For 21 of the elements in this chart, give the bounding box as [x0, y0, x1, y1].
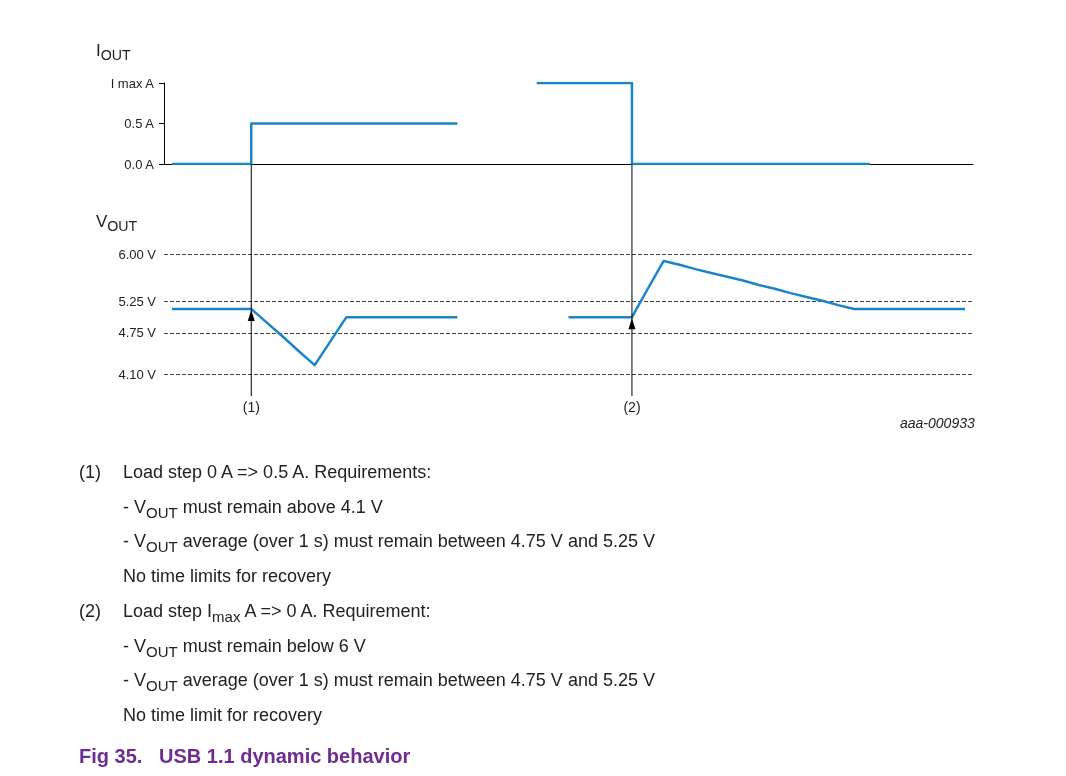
text: (1): [242, 399, 260, 415]
text: - V$_{OUT}$ must remain above 4.1 V: [123, 496, 383, 521]
y-axis-title: V$_{OUT}$: [96, 212, 138, 235]
text: aaa-000933: [900, 415, 975, 431]
text: - V$_{OUT}$ average (over 1 s) must remain between 4.75 V and 5.25 V: [123, 531, 655, 555]
y-axis-title: I$_{OUT}$: [96, 41, 131, 64]
y-tick-label: 5.25 V: [118, 293, 157, 309]
y-tick-label: I max A: [110, 75, 155, 91]
y-tick-label: 0.0 A: [124, 156, 155, 172]
y-tick-label: 0.5 A: [124, 116, 155, 131]
text: (2) Load step I$_{max}$ A => 0 A. Requirement:: [79, 600, 431, 625]
text: No time limits for recovery: [123, 566, 332, 588]
y-tick-label: 4.10 V: [118, 366, 157, 382]
text: - V$_{OUT}$ average (over 1 s) must remain between 4.75 V and 5.25 V: [123, 670, 655, 694]
text: - V$_{OUT}$ must remain below 6 V: [123, 635, 366, 660]
text: (2): [623, 399, 641, 415]
y-tick-label: 6.00 V: [118, 246, 157, 262]
text: No time limit for recovery: [123, 704, 323, 726]
y-tick-label: 4.75 V: [118, 325, 157, 341]
text: Fig 35. USB 1.1 dynamic behavior: [79, 745, 411, 768]
text: (1) Load step 0 A => 0.5 A. Requirements:: [79, 462, 432, 482]
